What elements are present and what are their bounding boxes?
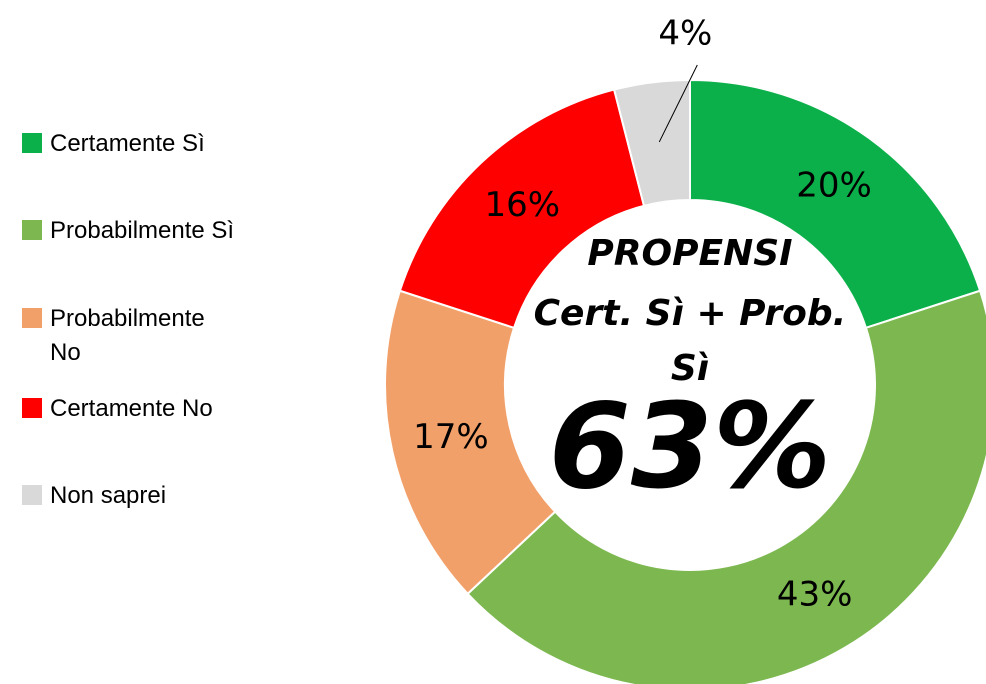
donut-slice [466,289,986,684]
legend-label: Probabilmente Sì [50,217,235,244]
donut-slice [689,78,982,330]
data-label: 17% [413,417,489,457]
data-label: 4% [658,14,712,54]
legend-item: Certamente No [22,392,240,426]
legend-swatch [22,133,42,153]
legend-label: Non saprei [50,482,167,509]
donut-slice [398,88,646,330]
legend-swatch [22,485,42,505]
center-text: PROPENSI [587,233,792,274]
center-value: 63% [549,377,831,515]
center-text: Sì [671,348,709,389]
legend-label: Certamente Sì [50,130,205,157]
center-text: Cert. Sì + Prob. [534,293,847,334]
donut-slice [612,78,691,208]
legend-item: Probabilmente No [22,302,240,370]
legend-item: Certamente Sì [22,127,240,161]
data-label: 16% [484,185,560,225]
data-label: 20% [796,165,872,205]
legend-swatch [22,398,42,418]
legend-label: Probabilmente No [50,305,205,366]
legend-item: Non saprei [22,479,240,513]
legend-swatch [22,308,42,328]
donut-slice [384,289,557,596]
legend-swatch [22,220,42,240]
legend-label: Certamente No [50,395,213,422]
data-label: 43% [777,574,853,614]
legend-item: Probabilmente Sì [22,214,240,248]
leader-line [658,64,698,143]
